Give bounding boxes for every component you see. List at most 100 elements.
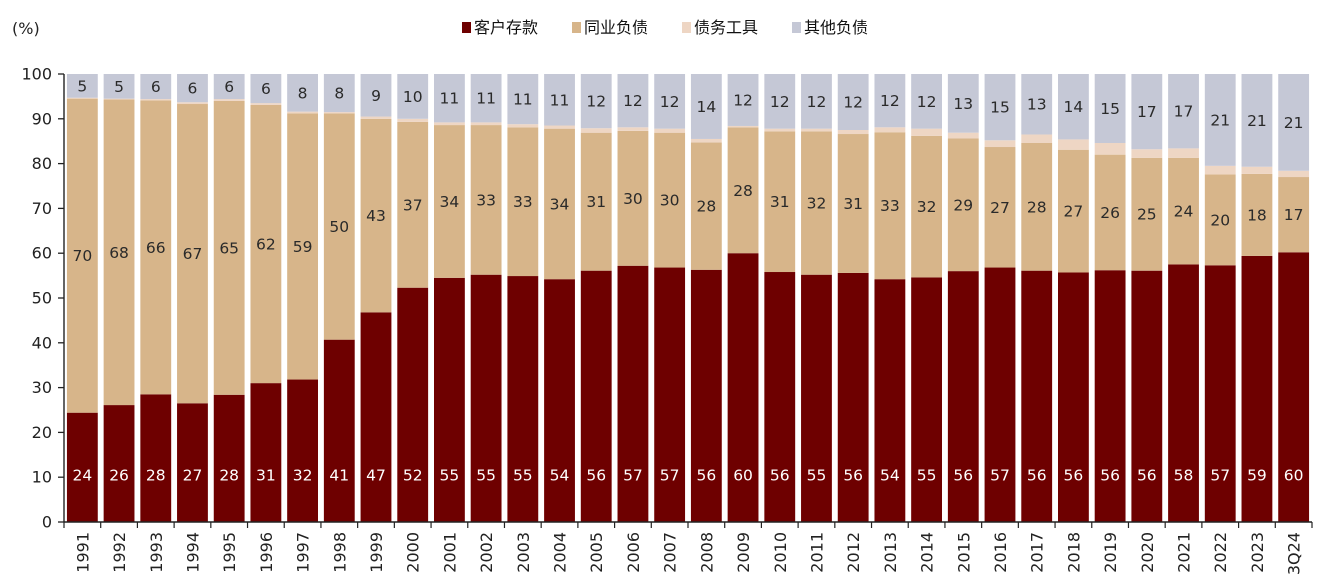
segment-value-label: 27 bbox=[1064, 203, 1084, 221]
bar-segment bbox=[507, 74, 539, 125]
segment-value-label: 55 bbox=[440, 466, 460, 484]
bar-segment bbox=[580, 74, 612, 129]
segment-value-label: 12 bbox=[660, 93, 680, 111]
segment-value-label: 33 bbox=[880, 197, 900, 215]
bar-segment bbox=[874, 127, 906, 133]
legend-item: 其他负债 bbox=[792, 18, 868, 37]
bar-column bbox=[837, 74, 869, 522]
segment-value-label: 55 bbox=[807, 466, 827, 484]
segment-value-label: 18 bbox=[1247, 206, 1267, 224]
segment-value-label: 12 bbox=[880, 92, 900, 110]
segment-value-label: 11 bbox=[476, 90, 496, 108]
bar-segment bbox=[984, 74, 1016, 141]
bar-segment bbox=[1131, 149, 1163, 158]
x-tick-label: 2010 bbox=[771, 532, 790, 573]
bar-segment bbox=[1278, 177, 1310, 253]
segment-value-label: 8 bbox=[298, 84, 308, 102]
segment-value-label: 28 bbox=[1027, 198, 1047, 216]
bar-segment bbox=[947, 74, 979, 133]
bar-segment bbox=[690, 142, 722, 270]
bar-segment bbox=[66, 74, 98, 98]
bar-column bbox=[470, 74, 502, 522]
segment-value-label: 27 bbox=[990, 199, 1010, 217]
legend-label: 客户存款 bbox=[474, 18, 538, 37]
segment-value-label: 5 bbox=[77, 77, 87, 95]
segment-value-label: 47 bbox=[366, 466, 386, 484]
bar-segment bbox=[177, 102, 208, 105]
bar-segment bbox=[287, 379, 318, 522]
segment-value-label: 17 bbox=[1174, 103, 1194, 121]
x-tick-label: 1995 bbox=[220, 532, 239, 573]
bar-segment bbox=[1204, 174, 1236, 266]
bar-segment bbox=[397, 121, 429, 288]
segment-value-label: 57 bbox=[990, 466, 1010, 484]
segment-value-label: 14 bbox=[1064, 98, 1084, 116]
segment-value-label: 56 bbox=[953, 466, 973, 484]
segment-value-label: 57 bbox=[660, 466, 680, 484]
bar-segment bbox=[140, 394, 172, 522]
y-tick-label: 10 bbox=[32, 468, 52, 487]
bar-column bbox=[727, 74, 759, 522]
segment-value-label: 70 bbox=[72, 247, 92, 265]
bar-segment bbox=[1058, 272, 1089, 522]
bar-segment bbox=[250, 383, 282, 522]
segment-value-label: 32 bbox=[293, 466, 313, 484]
segment-value-label: 17 bbox=[1137, 103, 1157, 121]
x-tick-label: 2021 bbox=[1175, 532, 1194, 573]
bar-segment bbox=[360, 312, 392, 522]
segment-value-label: 56 bbox=[1100, 466, 1120, 484]
y-axis-unit-label: (%) bbox=[12, 19, 40, 38]
bar-column bbox=[911, 74, 942, 522]
bar-segment bbox=[837, 134, 869, 273]
y-tick-label: 40 bbox=[32, 333, 52, 352]
segment-value-label: 26 bbox=[109, 466, 129, 484]
bar-segment bbox=[947, 132, 979, 139]
y-tick-label: 60 bbox=[32, 244, 52, 263]
bar-segment bbox=[1094, 270, 1126, 522]
bar-segment bbox=[287, 74, 318, 112]
axes-layer: 0 10 20 30 40 50 60 70 80 90 100 1991 1992 1993 1994 19… bbox=[21, 65, 1313, 575]
bar-segment bbox=[250, 74, 282, 104]
bar-segment bbox=[507, 124, 539, 128]
bars-layer bbox=[66, 74, 1310, 523]
bar-segment bbox=[66, 97, 98, 99]
segment-value-label: 24 bbox=[72, 466, 92, 484]
segment-value-label: 30 bbox=[623, 190, 643, 208]
bar-segment bbox=[287, 113, 318, 380]
segment-value-label: 6 bbox=[188, 80, 198, 98]
bar-segment bbox=[544, 125, 575, 129]
x-tick-label: 2007 bbox=[661, 532, 680, 573]
segment-value-label: 37 bbox=[403, 196, 423, 214]
bar-segment bbox=[727, 127, 759, 254]
bar-segment bbox=[690, 138, 722, 143]
bar-segment bbox=[654, 128, 686, 133]
segment-value-label: 56 bbox=[770, 466, 790, 484]
x-tick-label: 1999 bbox=[367, 532, 386, 573]
segment-value-label: 5 bbox=[114, 78, 124, 96]
x-tick-label: 2003 bbox=[514, 532, 533, 573]
bar-segment bbox=[213, 99, 245, 101]
bar-column bbox=[580, 74, 612, 522]
bar-segment bbox=[1094, 74, 1126, 143]
segment-value-label: 57 bbox=[623, 466, 643, 484]
bar-column bbox=[947, 74, 979, 522]
segment-value-label: 15 bbox=[990, 99, 1010, 117]
bar-column bbox=[177, 74, 208, 522]
bar-segment bbox=[177, 403, 208, 522]
y-tick-label: 80 bbox=[32, 154, 52, 173]
x-tick-label: 2002 bbox=[477, 532, 496, 573]
x-tick-label: 2019 bbox=[1101, 532, 1120, 573]
bar-segment bbox=[544, 279, 575, 522]
bar-segment bbox=[1241, 74, 1273, 167]
legend: 客户存款 同业负债 债务工具 其他负债 bbox=[462, 18, 868, 37]
bar-segment bbox=[103, 405, 135, 522]
segment-value-label: 32 bbox=[917, 198, 937, 216]
bar-segment bbox=[874, 279, 906, 522]
segment-value-label: 54 bbox=[880, 466, 900, 484]
x-tick-label: 2023 bbox=[1248, 532, 1267, 573]
legend-label: 债务工具 bbox=[694, 18, 758, 37]
bar-column bbox=[544, 74, 575, 522]
segment-value-label: 11 bbox=[513, 91, 533, 109]
x-tick-label: 2005 bbox=[587, 532, 606, 573]
bar-segment bbox=[1241, 173, 1273, 256]
